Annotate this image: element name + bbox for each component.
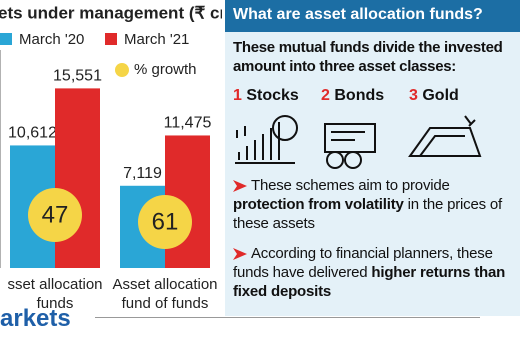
point: These schemes aim to provide protection …: [233, 176, 515, 233]
point-text: These schemes aim to provide: [251, 177, 450, 194]
point-emphasis: higher returns than fixed deposits: [233, 264, 506, 300]
legend-swatch: [0, 33, 12, 45]
chart: ets under management (₹ cr) March '20 Mar…: [0, 3, 222, 268]
bullet-arrow: [233, 248, 247, 260]
class-number: 2: [321, 87, 330, 104]
class-name: Gold: [422, 87, 459, 104]
bullet-arrow: [233, 180, 247, 192]
panel-intro: These mutual funds divide the invested a…: [233, 39, 503, 75]
panel-title: What are asset allocation funds?: [225, 0, 520, 32]
icons: [235, 115, 482, 169]
asset-class: 2 Bonds: [321, 87, 384, 105]
growth-label: 61: [152, 208, 179, 235]
class-name: Bonds: [334, 87, 385, 104]
growth-circle: [138, 195, 192, 249]
legend-swatch: [105, 33, 117, 45]
chart-title: ets under management (₹ cr): [0, 3, 222, 22]
value-label: 15,551: [53, 68, 102, 85]
point-emphasis: protection from volatility: [233, 196, 404, 213]
legend-label: March '20: [19, 31, 84, 48]
legend-swatch: [115, 63, 129, 77]
legend-label: % growth: [134, 61, 197, 78]
value-label: 10,612: [8, 125, 57, 142]
class-name: Stocks: [246, 87, 299, 104]
value-label: 7,119: [123, 165, 162, 182]
x-tick-label: Asset allocation fund of funds: [112, 276, 218, 312]
asset-class: 1 Stocks: [233, 87, 299, 105]
point: According to financial planners, these f…: [233, 244, 515, 301]
value-label: 11,475: [164, 115, 212, 132]
growth-circle: [28, 188, 82, 242]
class-number: 1: [233, 87, 242, 104]
point-text: According to financial planners, these f…: [233, 245, 493, 281]
class-number: 3: [409, 87, 418, 104]
logo: arkets: [0, 305, 71, 332]
legend-label: March '21: [124, 31, 189, 48]
rule: [95, 317, 480, 318]
asset-class: 3 Gold: [409, 87, 459, 105]
point-text: in the prices of these assets: [233, 196, 502, 232]
info-panel: What are asset allocation funds? These m…: [225, 0, 520, 316]
x-tick-label: sset allocation funds: [7, 276, 103, 312]
growth-label: 47: [42, 201, 69, 228]
